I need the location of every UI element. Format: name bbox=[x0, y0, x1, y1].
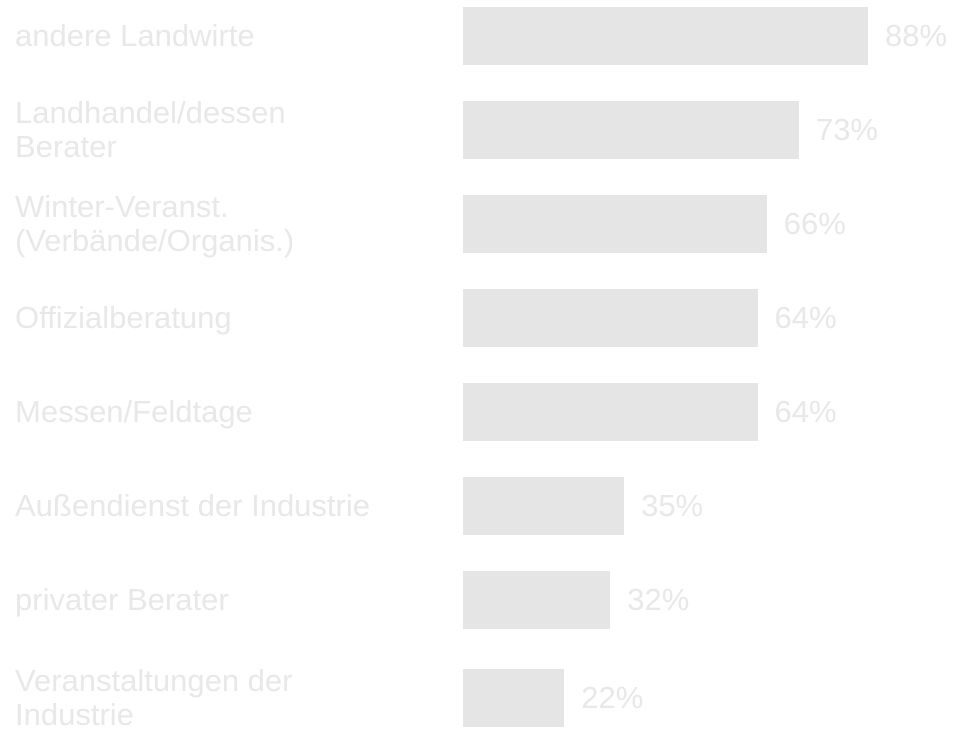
value-label: 22% bbox=[581, 680, 644, 715]
value-label: 35% bbox=[641, 488, 704, 523]
bar bbox=[463, 383, 758, 441]
category-label: Landhandel/dessen Berater bbox=[15, 95, 286, 164]
bar bbox=[463, 195, 767, 253]
value-label: 73% bbox=[815, 112, 878, 147]
category-label: Winter-Veranst. (Verbände/Organis.) bbox=[15, 189, 295, 258]
bar bbox=[463, 7, 868, 65]
bar bbox=[463, 101, 799, 159]
bar bbox=[463, 571, 611, 629]
category-label: Messen/Feldtage bbox=[15, 394, 253, 429]
bar bbox=[463, 289, 758, 347]
bar bbox=[463, 669, 565, 727]
category-label: Veranstaltungen der Industrie bbox=[15, 663, 293, 732]
value-label: 32% bbox=[627, 582, 690, 617]
value-label: 64% bbox=[774, 394, 837, 429]
bar bbox=[463, 477, 625, 535]
category-label: privater Berater bbox=[15, 582, 229, 617]
category-label: andere Landwirte bbox=[15, 18, 255, 53]
value-label: 64% bbox=[774, 300, 837, 335]
value-label: 88% bbox=[885, 18, 948, 53]
category-label: Außendienst der Industrie bbox=[15, 488, 370, 523]
value-label: 66% bbox=[783, 206, 846, 241]
category-label: Offizialberatung bbox=[15, 300, 232, 335]
